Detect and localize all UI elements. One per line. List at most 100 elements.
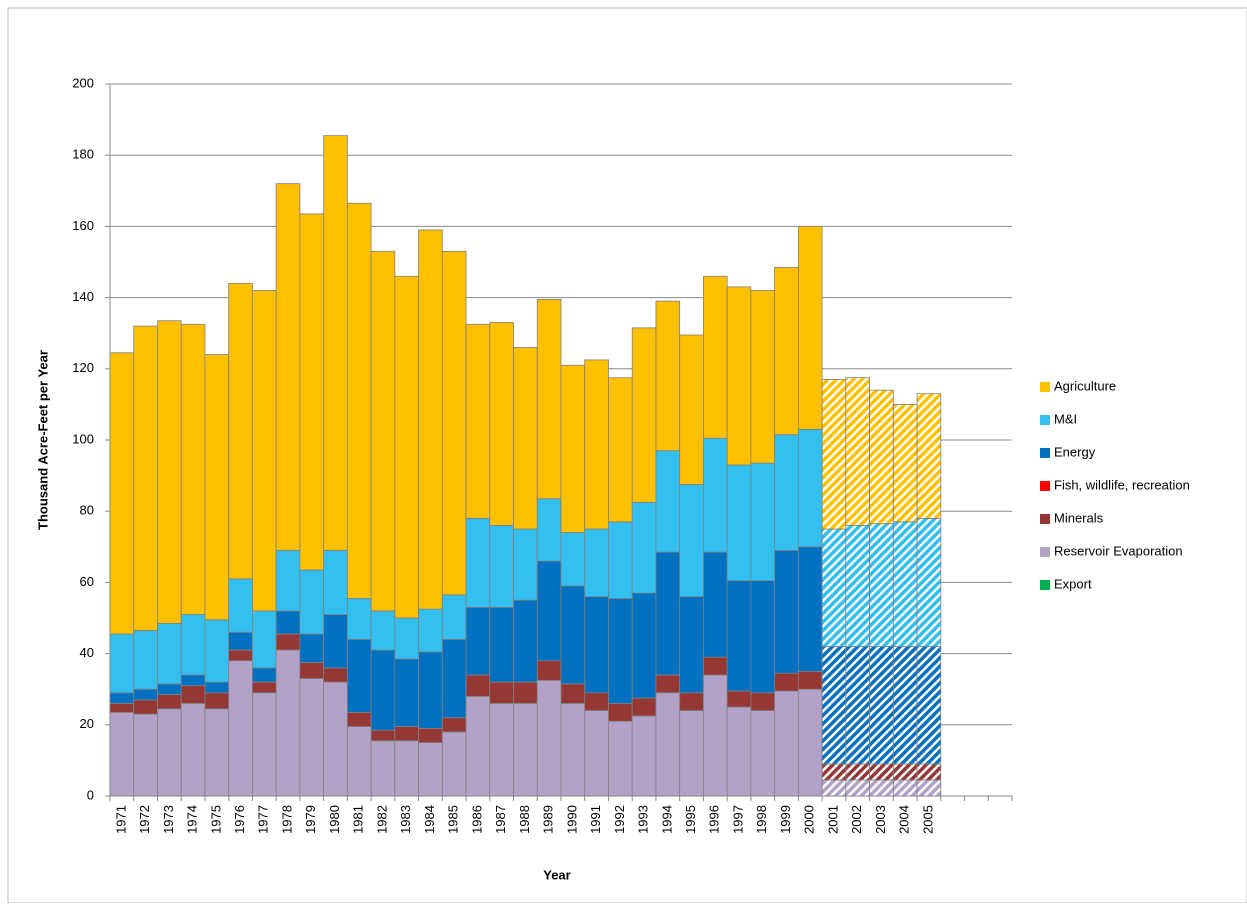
- x-tick-label: 1987: [493, 805, 508, 834]
- bar-segment: [109, 633, 135, 694]
- bar-segment: [726, 706, 752, 797]
- bar-segment: [726, 580, 752, 692]
- bar-segment: [703, 674, 728, 797]
- x-tick-label: 1983: [398, 805, 413, 834]
- bar-segment: [797, 428, 823, 548]
- bar-segment: [465, 517, 491, 608]
- bar-segment: [608, 598, 633, 704]
- bar-segment: [560, 683, 586, 704]
- bar-segment: [916, 779, 942, 797]
- legend-label: Energy: [1054, 444, 1096, 459]
- bar-segment: [750, 692, 776, 711]
- bar-segment: [513, 599, 538, 683]
- x-tick-label: 2000: [802, 805, 817, 834]
- y-tick-label: 60: [80, 574, 94, 589]
- bar-segment: [180, 614, 206, 676]
- bar-segment: [418, 742, 443, 797]
- bar-segment: [441, 250, 467, 596]
- y-axis-title: Thousand Acre-Feet per Year: [35, 350, 50, 530]
- y-tick-label: 200: [72, 75, 94, 90]
- y-tick-label: 120: [72, 360, 94, 375]
- bar-segment: [892, 521, 918, 647]
- legend-label: Fish, wildlife, recreation: [1054, 477, 1190, 492]
- bar-segment: [797, 671, 823, 690]
- bar-segment: [346, 598, 372, 640]
- bar-segment: [584, 596, 609, 694]
- legend-swatch: [1040, 448, 1050, 458]
- x-tick-label: 1982: [374, 805, 389, 834]
- bar-segment: [608, 377, 633, 523]
- legend-label: Export: [1054, 576, 1092, 591]
- x-tick-label: 1993: [636, 805, 651, 834]
- bar-segment: [299, 678, 325, 797]
- bar-segment: [133, 688, 158, 701]
- bar-segment: [869, 646, 894, 765]
- bar-segment: [370, 740, 396, 797]
- bar-segment: [157, 708, 182, 797]
- y-tick-label: 180: [72, 147, 94, 162]
- bar-segment: [631, 592, 657, 699]
- bar-segment: [513, 528, 538, 601]
- x-tick-label: 1979: [303, 805, 318, 834]
- bar-segment: [703, 551, 728, 658]
- bar-segment: [394, 740, 419, 797]
- bar-segment: [631, 327, 657, 503]
- bar-segment: [655, 692, 681, 797]
- bar-segment: [418, 608, 443, 653]
- bar-segment: [655, 551, 681, 676]
- bar-segment: [774, 434, 799, 551]
- y-tick-label: 80: [80, 503, 94, 518]
- bar-segment: [584, 359, 609, 530]
- legend-swatch: [1040, 481, 1050, 491]
- bar-segment: [441, 731, 467, 797]
- bar-segment: [157, 320, 182, 624]
- bar-segment: [584, 710, 609, 797]
- x-tick-label: 1978: [279, 805, 294, 834]
- bar-segment: [513, 703, 538, 797]
- bar-segment: [418, 651, 443, 729]
- bar-segment: [821, 763, 847, 781]
- bar-segment: [608, 521, 633, 599]
- bar-segment: [204, 681, 230, 694]
- bar-segment: [157, 694, 182, 710]
- bar-segment: [394, 726, 419, 742]
- bar-segment: [679, 692, 704, 711]
- bar-segment: [679, 484, 704, 598]
- bar-segment: [346, 202, 372, 599]
- bar-segment: [821, 379, 847, 530]
- legend-swatch: [1040, 514, 1050, 524]
- bar-segment: [892, 646, 918, 765]
- legend-swatch: [1040, 415, 1050, 425]
- y-tick-label: 20: [80, 716, 94, 731]
- bar-segment: [797, 546, 823, 672]
- bar-segment: [560, 532, 586, 587]
- x-tick-label: 2003: [873, 805, 888, 834]
- bar-segment: [536, 660, 562, 681]
- bar-segment: [465, 695, 491, 797]
- bar-segment: [845, 779, 870, 797]
- x-tick-label: 1976: [232, 805, 247, 834]
- bar-segment: [584, 692, 609, 711]
- bar-segment: [892, 403, 918, 523]
- bar-segment: [133, 325, 158, 631]
- bar-segment: [869, 763, 894, 781]
- bar-segment: [180, 685, 206, 704]
- x-tick-label: 1980: [327, 805, 342, 834]
- bar-segment: [133, 713, 158, 797]
- bar-segment: [204, 619, 230, 683]
- bar-segment: [157, 622, 182, 685]
- bar-segment: [275, 633, 301, 651]
- x-tick-label: 1985: [446, 805, 461, 834]
- bar-segment: [370, 250, 396, 612]
- x-axis-title: Year: [543, 867, 570, 882]
- x-tick-label: 1989: [541, 805, 556, 834]
- bar-segment: [228, 578, 253, 633]
- x-tick-label: 1972: [137, 805, 152, 834]
- bar-segment: [489, 525, 514, 608]
- bar-segment: [299, 569, 325, 635]
- bar-segment: [489, 681, 514, 704]
- bar-segment: [204, 354, 230, 621]
- bar-segment: [394, 658, 419, 727]
- bar-segment: [394, 617, 419, 660]
